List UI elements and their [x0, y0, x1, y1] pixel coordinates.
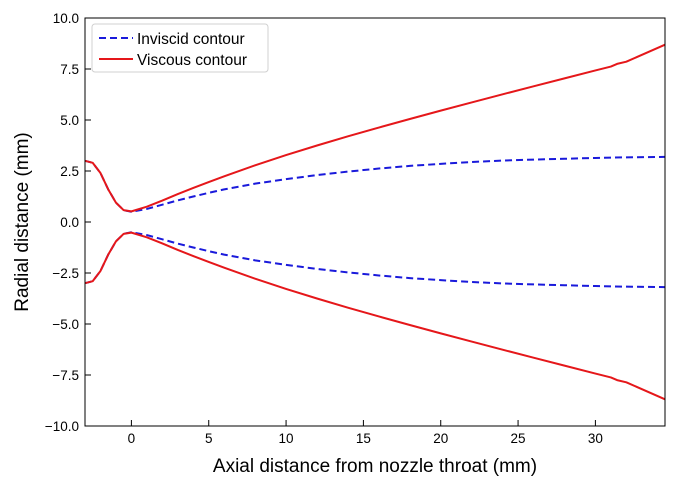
viscous-contour-upper-line [84, 43, 666, 213]
y-tick-label: −10.0 [45, 419, 79, 434]
x-tick-label: 5 [205, 431, 213, 446]
legend-box [91, 23, 269, 73]
legend-label-inviscid: Inviscid contour [137, 31, 245, 48]
legend-label-viscous: Viscous contour [137, 52, 247, 69]
x-tick-label: 25 [511, 431, 526, 446]
y-tick-label: −7.5 [52, 368, 79, 383]
y-tick-label: −5.0 [52, 317, 79, 332]
x-tick-label: 30 [588, 431, 603, 446]
legend: Inviscid contour Viscous contour [91, 23, 269, 73]
y-tick-label: 10.0 [53, 11, 79, 26]
x-tick-label: 0 [128, 431, 136, 446]
y-axis-title: Radial distance (mm) [12, 132, 33, 312]
y-tick-label: 7.5 [60, 62, 79, 77]
plot-frame [84, 17, 666, 427]
inviscid-contour-lower-line [84, 231, 666, 289]
y-tick-label: 2.5 [60, 164, 79, 179]
x-axis-ticks: 0 5 10 15 20 25 30 [128, 420, 603, 446]
x-tick-label: 20 [433, 431, 448, 446]
viscous-contour-lower-line [84, 231, 666, 401]
y-tick-label: 5.0 [60, 113, 79, 128]
inviscid-contour-upper-line [84, 155, 666, 213]
y-tick-label: −2.5 [52, 266, 79, 281]
x-tick-label: 10 [279, 431, 294, 446]
y-axis-ticks: −10.0 −7.5 −5.0 −2.5 0.0 2.5 5.0 7.5 10.0 [45, 11, 91, 434]
x-axis-title: Axial distance from nozzle throat (mm) [213, 456, 537, 477]
y-tick-label: 0.0 [60, 215, 79, 230]
x-tick-label: 15 [356, 431, 371, 446]
plot-lines [84, 43, 666, 401]
